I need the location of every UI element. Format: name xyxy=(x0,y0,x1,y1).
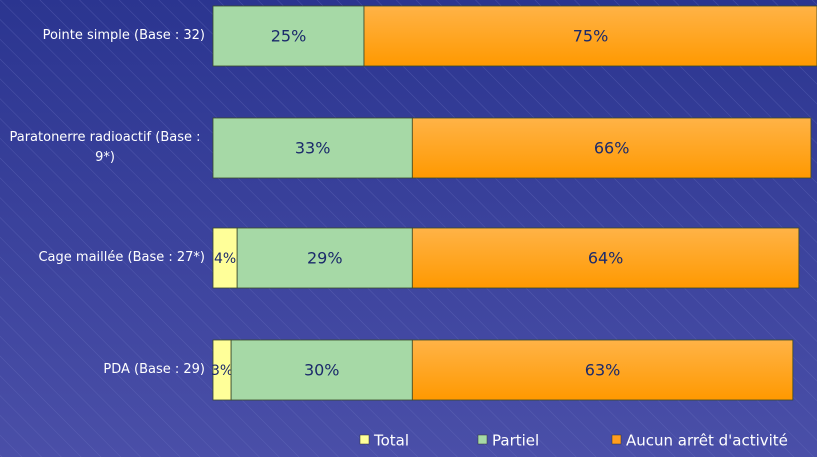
bar-segment xyxy=(212,117,413,179)
value-label: 63% xyxy=(585,361,621,380)
category-label-box: Cage maillée (Base : 27*) xyxy=(5,228,205,288)
bar-segment xyxy=(230,339,413,401)
legend-label: Total xyxy=(373,432,409,450)
category-label: Pointe simple (Base : 32) xyxy=(42,28,205,43)
bar-segment xyxy=(212,5,365,67)
category-label-box: Paratonerre radioactif (Base : 9*) xyxy=(5,118,205,178)
bar-segment xyxy=(236,227,413,289)
category-label-box: PDA (Base : 29) xyxy=(5,340,205,400)
legend-swatch xyxy=(359,434,370,445)
value-label: 33% xyxy=(295,139,331,158)
bar-segment xyxy=(411,227,800,289)
category-label: Cage maillée (Base : 27*) xyxy=(38,250,205,265)
value-label: 3% xyxy=(211,363,233,379)
value-label: 64% xyxy=(588,249,624,268)
value-label: 29% xyxy=(307,249,343,268)
category-label: PDA (Base : 29) xyxy=(103,362,205,377)
value-label: 75% xyxy=(573,27,609,46)
legend-swatch xyxy=(611,434,622,445)
value-label: 4% xyxy=(214,251,236,267)
value-label: 66% xyxy=(594,139,630,158)
category-label: Paratonerre radioactif (Base : 9*) xyxy=(9,130,201,165)
bar-segment xyxy=(363,5,817,67)
bar-segment xyxy=(411,117,812,179)
value-label: 25% xyxy=(271,27,307,46)
value-label: 30% xyxy=(304,361,340,380)
legend-label: Partiel xyxy=(492,432,539,450)
category-label-box: Pointe simple (Base : 32) xyxy=(5,6,205,66)
legend-label: Aucun arrêt d'activité xyxy=(626,432,788,450)
bar-segment xyxy=(212,227,238,289)
bar-segment xyxy=(411,339,794,401)
legend-swatch xyxy=(477,434,488,445)
